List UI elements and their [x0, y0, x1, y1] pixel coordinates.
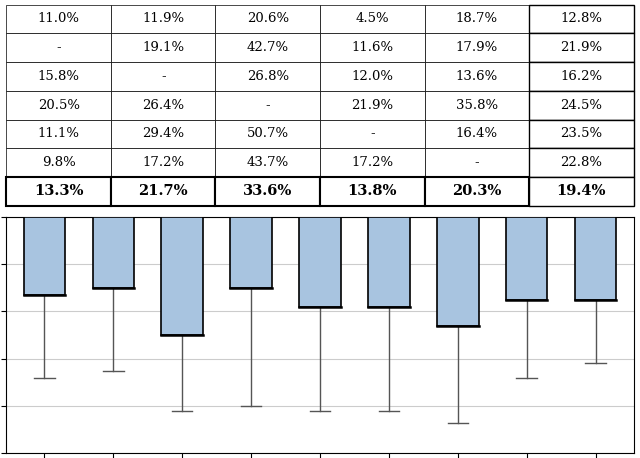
Bar	[506, 217, 547, 300]
Bar	[300, 217, 340, 307]
Bar	[161, 217, 203, 335]
Bar	[230, 217, 272, 288]
Bar	[575, 217, 616, 300]
Bar	[368, 217, 410, 307]
Bar	[93, 217, 134, 288]
Bar	[437, 217, 479, 326]
Bar	[24, 217, 65, 295]
